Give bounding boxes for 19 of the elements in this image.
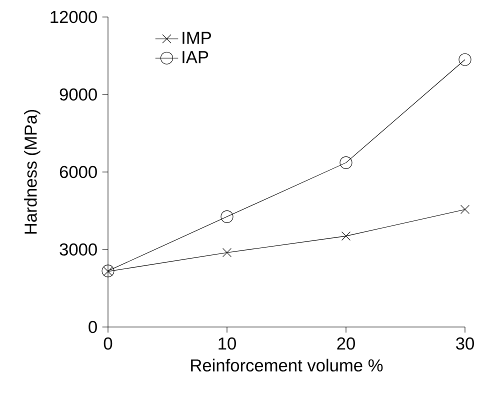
y-axis-title: Hardness (MPa) <box>24 110 40 234</box>
point <box>458 53 472 66</box>
point <box>341 232 351 241</box>
point <box>222 248 232 258</box>
x-axis-title: Reinforcement volume % <box>191 358 383 372</box>
x-tick-label: 20 <box>337 337 355 350</box>
x-tick-label: 10 <box>218 337 236 350</box>
point <box>340 156 352 169</box>
point <box>220 210 234 223</box>
x-tick-label: 0 <box>104 337 112 350</box>
y-tick-label: 9000 <box>60 88 97 101</box>
point <box>460 204 470 214</box>
y-tick-label: 6000 <box>60 166 97 178</box>
y-tick-label: 12000 <box>50 10 97 24</box>
x-tick-label: 30 <box>456 337 474 350</box>
y-tick-label: 0 <box>88 320 97 334</box>
legend-label: IAP <box>182 51 208 64</box>
y-tick-label: 3000 <box>60 243 97 256</box>
legend-label: IMP <box>182 32 211 44</box>
